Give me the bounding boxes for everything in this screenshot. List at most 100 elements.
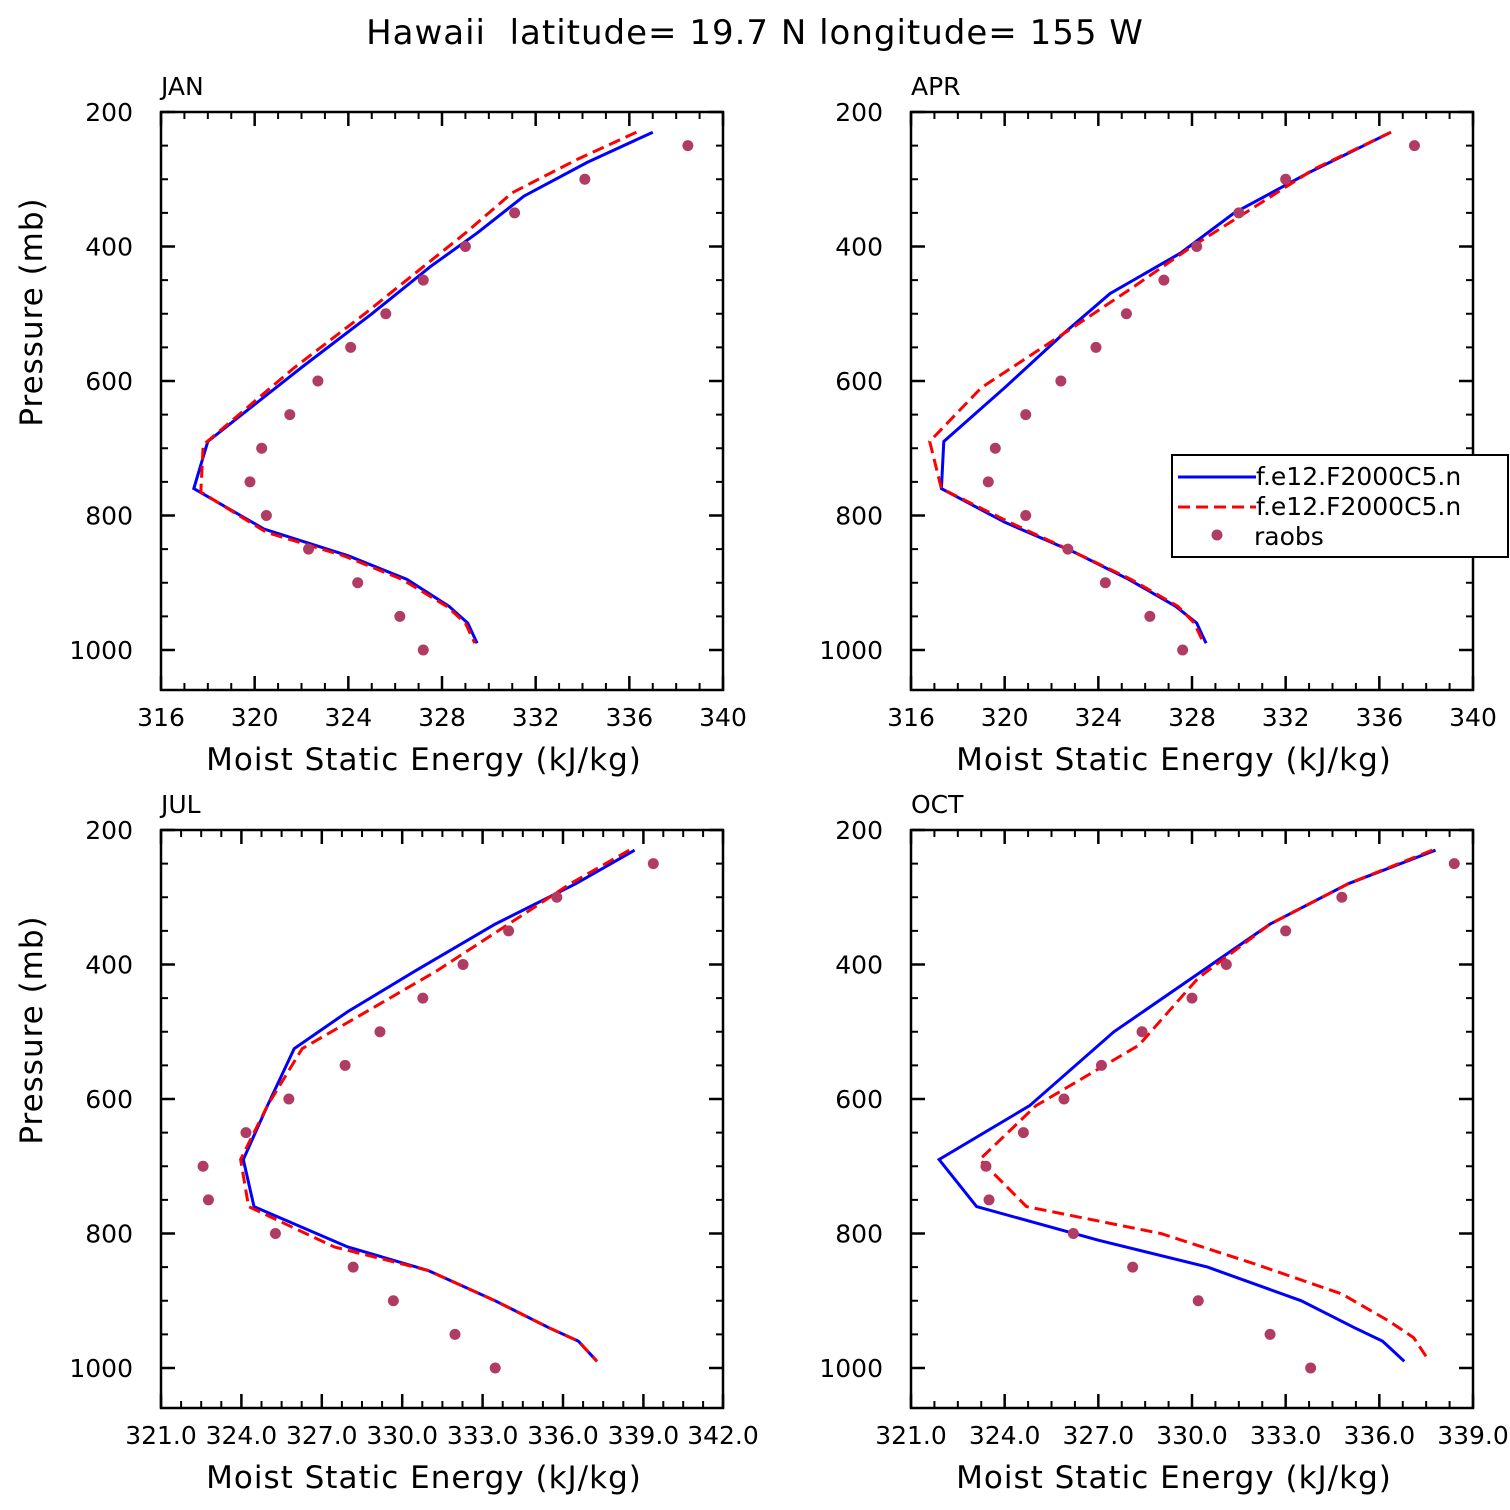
raobs-point <box>312 375 324 387</box>
panel-jan: JAN 316 320 324 328 332 336 340 200 400 600 800 1000… <box>14 72 747 778</box>
y-tick-label: 200 <box>835 816 883 845</box>
y-axis-label: Pressure (mb) <box>14 197 50 426</box>
raobs-point <box>647 858 659 870</box>
panel-title: JUL <box>159 790 201 819</box>
raobs-point <box>417 992 429 1004</box>
x-tick-label: 333.0 <box>1250 1421 1322 1450</box>
raobs-point <box>345 341 357 353</box>
model-a-line <box>241 848 636 1363</box>
raobs-point <box>1408 140 1420 152</box>
panel-apr: APR 316 320 324 328 332 336 340 200 400 600 800 1000… <box>819 72 1509 778</box>
raobs-point <box>1186 992 1198 1004</box>
x-tick-label: 336.0 <box>527 1421 599 1450</box>
raobs-point <box>1220 959 1232 970</box>
plot-frame <box>909 828 1475 1410</box>
y-tick-label: 1000 <box>69 636 133 665</box>
model-a-line <box>939 130 1392 644</box>
legend-label: f.e12.F2000C5.n <box>1256 492 1461 521</box>
raobs-point <box>449 1328 461 1340</box>
raobs-point <box>509 207 521 219</box>
raobs-point <box>1020 510 1032 521</box>
x-tick-label: 327.0 <box>1063 1421 1135 1450</box>
raobs-point <box>459 241 471 252</box>
panel-jul: JUL 321.0 324.0 327.0 330.0 333.0 336.0 339.0 34… <box>14 790 759 1496</box>
x-tick-label: 333.0 <box>447 1421 519 1450</box>
raobs-point <box>1192 1295 1204 1307</box>
legend-label: raobs <box>1254 522 1324 551</box>
x-axis-label: Moist Static Energy (kJ/kg) <box>206 742 642 778</box>
raobs-point <box>374 1026 386 1038</box>
raobs-point <box>240 1127 252 1139</box>
raobs-point <box>417 274 429 286</box>
raobs-point <box>394 610 406 622</box>
x-tick-label: 342.0 <box>687 1421 759 1450</box>
raobs-point <box>1191 241 1203 252</box>
raobs-point <box>1177 644 1189 656</box>
raobs-point <box>682 140 694 152</box>
panel-title: APR <box>911 72 961 101</box>
legend-label: f.e12.F2000C5.n <box>1256 462 1461 491</box>
x-tick-label: 336.0 <box>1344 1421 1416 1450</box>
y-tick-label: 800 <box>85 1220 133 1249</box>
y-tick-label: 800 <box>835 1220 883 1249</box>
raobs-point <box>352 577 364 589</box>
raobs-point <box>1067 1228 1079 1239</box>
y-tick-label: 200 <box>85 816 133 845</box>
model-a-line <box>936 848 1437 1363</box>
raobs-point <box>347 1261 359 1273</box>
y-tick-label: 1000 <box>819 1354 883 1383</box>
x-tick-label: 340 <box>699 703 747 732</box>
y-tick-label: 600 <box>835 1085 883 1114</box>
x-tick-label: 316 <box>137 703 185 732</box>
x-tick-label: 339.0 <box>608 1421 680 1450</box>
raobs-point <box>387 1295 399 1307</box>
x-tick-label: 330.0 <box>366 1421 438 1450</box>
raobs-point <box>1305 1362 1317 1374</box>
x-tick-label: 336 <box>605 703 653 732</box>
raobs-point <box>202 1194 214 1206</box>
raobs-point <box>380 308 392 320</box>
y-tick-label: 600 <box>85 1085 133 1114</box>
y-tick-label: 600 <box>835 367 883 396</box>
raobs-point <box>1127 1261 1139 1273</box>
x-tick-label: 324 <box>324 703 372 732</box>
y-tick-label: 400 <box>85 951 133 980</box>
x-tick-label: 321.0 <box>125 1421 197 1450</box>
x-tick-label: 324.0 <box>969 1421 1041 1450</box>
y-tick-label: 200 <box>835 98 883 127</box>
model-b-line <box>928 130 1392 644</box>
panel-title: OCT <box>911 790 964 819</box>
raobs-point <box>1336 891 1348 903</box>
y-tick-label: 1000 <box>69 1354 133 1383</box>
x-axis-label: Moist Static Energy (kJ/kg) <box>956 742 1392 778</box>
raobs-point <box>1017 1127 1029 1139</box>
legend-box <box>1171 454 1509 558</box>
raobs-point <box>982 476 994 488</box>
raobs-point <box>1020 409 1032 421</box>
panel-title: JAN <box>159 72 204 101</box>
y-tick-label: 800 <box>85 502 133 531</box>
raobs-point <box>1055 375 1067 387</box>
raobs-point <box>503 925 515 937</box>
plot-frame <box>909 110 1475 692</box>
y-tick-label: 800 <box>835 502 883 531</box>
raobs-point <box>457 959 469 970</box>
raobs-point <box>1095 1059 1107 1071</box>
raobs-point <box>1090 341 1102 353</box>
raobs-point <box>269 1228 281 1239</box>
raobs-point <box>1264 1328 1276 1340</box>
raobs-point <box>1448 858 1460 870</box>
x-tick-label: 324 <box>1074 703 1122 732</box>
raobs-point <box>489 1362 501 1374</box>
y-tick-label: 400 <box>835 233 883 262</box>
x-tick-label: 330.0 <box>1156 1421 1228 1450</box>
raobs-point <box>303 543 315 555</box>
y-axis-label: Pressure (mb) <box>14 915 50 1144</box>
x-tick-label: 340 <box>1449 703 1497 732</box>
raobs-point <box>339 1059 351 1071</box>
raobs-point <box>1280 925 1292 937</box>
raobs-point <box>417 644 429 656</box>
x-axis-label: Moist Static Energy (kJ/kg) <box>206 1460 642 1496</box>
